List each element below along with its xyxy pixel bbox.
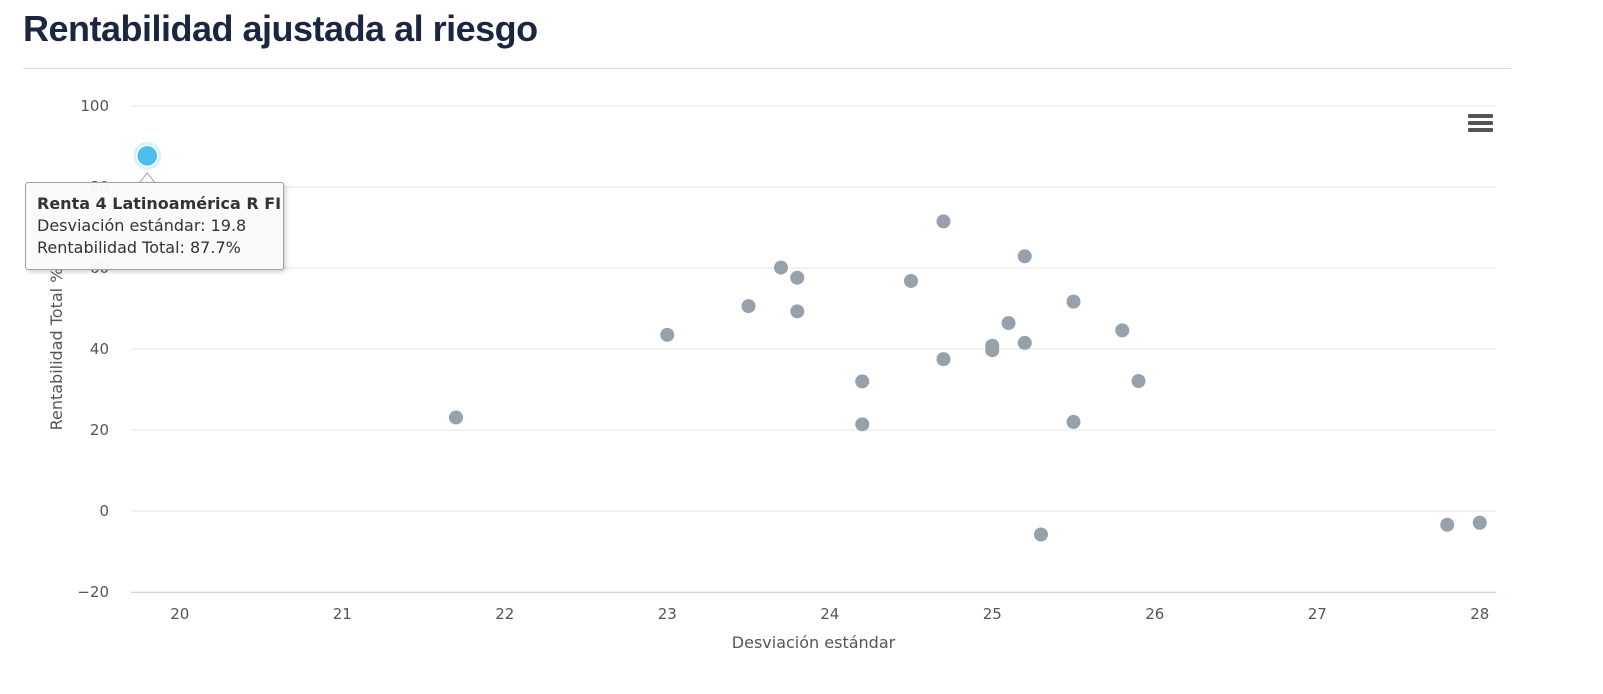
y-axis-title: Rentabilidad Total % [47,268,66,431]
x-tick-label: 24 [820,605,839,623]
data-point[interactable] [790,270,805,285]
data-point[interactable] [1472,515,1487,530]
data-point[interactable] [1017,249,1032,264]
y-tick-label: 100 [80,97,109,115]
hamburger-menu-icon [1468,121,1493,125]
tooltip-y-value: Rentabilidad Total: 87.7% [37,238,241,257]
data-point[interactable] [1440,517,1455,532]
data-point[interactable] [741,299,756,314]
data-point[interactable] [904,273,918,288]
page-title: Rentabilidad ajustada al riesgo [23,8,538,49]
highlighted-point-group [133,141,162,184]
y-tick-label: 0 [99,502,109,520]
data-points [449,214,1487,542]
data-point[interactable] [1066,414,1081,429]
x-tick-label: 22 [495,605,514,623]
data-point[interactable] [1066,294,1081,309]
hamburger-menu-icon [1468,114,1493,118]
x-tick-label: 27 [1308,605,1327,623]
data-point[interactable] [1115,323,1130,338]
x-tick-label: 21 [333,605,352,623]
grid-lines [131,105,1496,593]
data-point[interactable] [790,304,805,319]
x-tick-label: 20 [170,605,189,623]
x-tick-label: 26 [1145,605,1164,623]
data-point[interactable] [985,343,1000,358]
data-point[interactable] [1034,527,1048,542]
y-tick-label: 40 [90,340,109,358]
y-tick-labels: −20020406080100 [77,97,109,601]
y-tick-label: 20 [90,421,109,439]
tooltip-x-value: Desviación estándar: 19.8 [37,216,247,235]
point-tooltip: Renta 4 Latinoamérica R FI Desviación es… [25,182,284,270]
tooltip-title: Renta 4 Latinoamérica R FI [37,194,282,213]
x-tick-label: 25 [983,605,1002,623]
y-tick-label: −20 [77,583,109,601]
x-tick-label: 28 [1470,605,1489,623]
highlighted-data-point[interactable] [136,144,159,168]
data-point[interactable] [855,374,870,389]
x-tick-labels: 20 21 22 23 24 25 26 27 28 [170,605,1489,623]
data-point[interactable] [1017,335,1032,350]
data-point[interactable] [936,214,951,229]
chart-menu-button[interactable] [1462,110,1498,140]
data-point[interactable] [774,260,788,275]
data-point[interactable] [1001,316,1016,331]
data-point[interactable] [936,352,951,367]
data-point[interactable] [855,417,870,432]
title-divider [23,68,1511,69]
data-point[interactable] [1131,373,1146,388]
x-axis-title: Desviación estándar [732,633,896,652]
data-point[interactable] [660,327,675,342]
x-tick-label: 23 [658,605,677,623]
hamburger-menu-icon [1468,128,1493,132]
data-point[interactable] [449,410,463,425]
